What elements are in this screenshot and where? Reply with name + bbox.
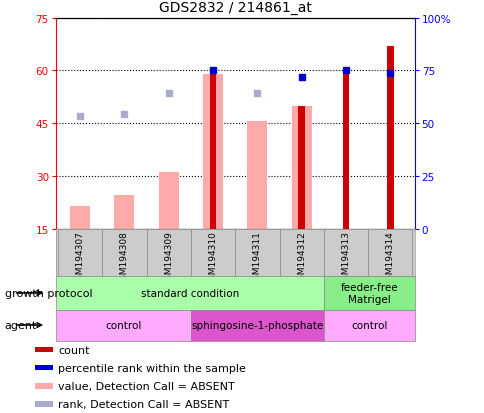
Bar — [35, 365, 52, 370]
Bar — [323, 310, 414, 341]
Text: GSM194309: GSM194309 — [164, 230, 173, 285]
Bar — [247, 122, 267, 229]
Bar — [386, 47, 393, 229]
Text: value, Detection Call = ABSENT: value, Detection Call = ABSENT — [58, 381, 235, 391]
Text: sphingosine-1-phosphate: sphingosine-1-phosphate — [191, 320, 323, 330]
Text: GSM194307: GSM194307 — [76, 230, 85, 285]
Bar — [56, 277, 323, 310]
Text: GSM194312: GSM194312 — [297, 230, 305, 285]
Bar — [70, 206, 90, 229]
Bar — [146, 229, 191, 277]
Bar — [56, 310, 191, 341]
Text: percentile rank within the sample: percentile rank within the sample — [58, 363, 246, 373]
Text: GSM194313: GSM194313 — [341, 230, 350, 285]
Bar — [279, 229, 323, 277]
Bar — [102, 229, 146, 277]
Bar — [191, 229, 235, 277]
Text: GSM194311: GSM194311 — [252, 230, 261, 285]
Title: GDS2832 / 214861_at: GDS2832 / 214861_at — [158, 1, 311, 15]
Text: standard condition: standard condition — [140, 288, 239, 298]
Bar — [298, 106, 304, 229]
Bar — [35, 347, 52, 352]
Bar — [235, 229, 279, 277]
Text: GSM194308: GSM194308 — [120, 230, 129, 285]
Text: control: control — [105, 320, 141, 330]
Text: control: control — [350, 320, 387, 330]
Bar — [114, 196, 134, 229]
Text: agent: agent — [5, 320, 37, 330]
Text: GSM194310: GSM194310 — [208, 230, 217, 285]
Bar — [323, 277, 414, 310]
Bar — [203, 75, 223, 229]
Bar — [191, 310, 323, 341]
Bar — [158, 173, 179, 229]
Bar — [367, 229, 411, 277]
Bar — [58, 229, 102, 277]
Bar — [291, 106, 311, 229]
Text: count: count — [58, 345, 90, 355]
Bar — [209, 75, 216, 229]
Bar — [35, 401, 52, 407]
Text: GSM194314: GSM194314 — [385, 230, 394, 285]
Text: rank, Detection Call = ABSENT: rank, Detection Call = ABSENT — [58, 399, 229, 409]
Text: feeder-free
Matrigel: feeder-free Matrigel — [340, 282, 397, 304]
Bar — [342, 69, 348, 229]
Bar — [35, 383, 52, 389]
Text: growth protocol: growth protocol — [5, 288, 92, 298]
Bar — [323, 229, 367, 277]
